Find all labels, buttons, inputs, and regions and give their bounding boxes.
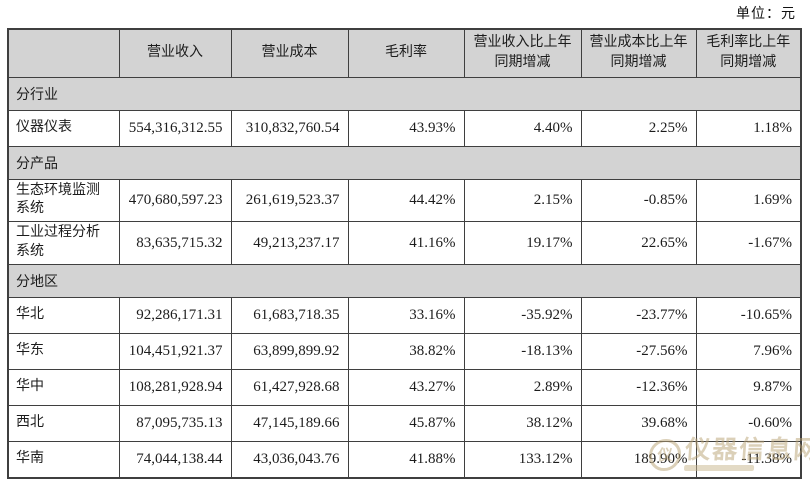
table-row: 华中 108,281,928.94 61,427,928.68 43.27% 2… xyxy=(7,369,802,407)
cell-revenue-yoy: 19.17% xyxy=(463,221,582,266)
cell-cost: 43,036,043.76 xyxy=(230,441,349,479)
cell-revenue-yoy: 38.12% xyxy=(463,405,582,443)
cell-margin: 33.16% xyxy=(347,297,465,335)
table-row: 华南 74,044,138.44 43,036,043.76 41.88% 13… xyxy=(7,441,802,479)
cell-margin-yoy: 1.69% xyxy=(695,178,802,223)
cell-cost-yoy: -12.36% xyxy=(580,369,697,407)
cell-revenue: 74,044,138.44 xyxy=(118,441,232,479)
cell-cost-yoy: 39.68% xyxy=(580,405,697,443)
cell-cost: 261,619,523.37 xyxy=(230,178,349,223)
row-label: 华中 xyxy=(7,369,120,407)
section-row-product: 分产品 xyxy=(7,145,802,180)
row-label: 生态环境监测系统 xyxy=(7,178,120,223)
cell-revenue: 108,281,928.94 xyxy=(118,369,232,407)
cell-cost: 61,427,928.68 xyxy=(230,369,349,407)
cell-revenue-yoy: -18.13% xyxy=(463,333,582,371)
cell-cost: 63,899,899.92 xyxy=(230,333,349,371)
table-row: 华北 92,286,171.31 61,683,718.35 33.16% -3… xyxy=(7,297,802,335)
header-cost: 营业成本 xyxy=(230,28,349,78)
cell-cost: 47,145,189.66 xyxy=(230,405,349,443)
cell-revenue-yoy: 2.15% xyxy=(463,178,582,223)
cell-cost: 61,683,718.35 xyxy=(230,297,349,335)
cell-margin-yoy: -0.60% xyxy=(695,405,802,443)
row-label: 工业过程分析系统 xyxy=(7,221,120,266)
financial-table: 营业收入 营业成本 毛利率 营业收入比上年同期增减 营业成本比上年同期增减 毛利… xyxy=(7,28,802,479)
cell-revenue-yoy: -35.92% xyxy=(463,297,582,335)
table-row: 工业过程分析系统 83,635,715.32 49,213,237.17 41.… xyxy=(7,221,802,266)
cell-cost-yoy: -27.56% xyxy=(580,333,697,371)
header-corner-cell xyxy=(7,28,120,78)
header-margin-yoy: 毛利率比上年同期增减 xyxy=(695,28,802,78)
cell-margin: 43.93% xyxy=(347,109,465,147)
section-label: 分地区 xyxy=(7,264,802,299)
row-label: 仪器仪表 xyxy=(7,109,120,147)
header-margin: 毛利率 xyxy=(347,28,465,78)
cell-cost-yoy: 2.25% xyxy=(580,109,697,147)
cell-cost-yoy: -23.77% xyxy=(580,297,697,335)
cell-margin: 41.88% xyxy=(347,441,465,479)
cell-margin-yoy: 1.18% xyxy=(695,109,802,147)
cell-cost: 49,213,237.17 xyxy=(230,221,349,266)
cell-revenue: 470,680,597.23 xyxy=(118,178,232,223)
cell-revenue: 83,635,715.32 xyxy=(118,221,232,266)
unit-label: 单位：元 xyxy=(736,7,796,22)
cell-revenue: 554,316,312.55 xyxy=(118,109,232,147)
section-row-industry: 分行业 xyxy=(7,76,802,111)
table-row: 西北 87,095,735.13 47,145,189.66 45.87% 38… xyxy=(7,405,802,443)
cell-margin: 41.16% xyxy=(347,221,465,266)
cell-margin: 44.42% xyxy=(347,178,465,223)
cell-revenue-yoy: 133.12% xyxy=(463,441,582,479)
cell-margin-yoy: -11.38% xyxy=(695,441,802,479)
cell-revenue: 87,095,735.13 xyxy=(118,405,232,443)
section-label: 分产品 xyxy=(7,145,802,180)
section-label: 分行业 xyxy=(7,76,802,111)
cell-margin: 45.87% xyxy=(347,405,465,443)
table-row: 仪器仪表 554,316,312.55 310,832,760.54 43.93… xyxy=(7,109,802,147)
cell-margin-yoy: 7.96% xyxy=(695,333,802,371)
table-row: 华东 104,451,921.37 63,899,899.92 38.82% -… xyxy=(7,333,802,371)
header-cost-yoy: 营业成本比上年同期增减 xyxy=(580,28,697,78)
cell-margin: 43.27% xyxy=(347,369,465,407)
cell-revenue: 92,286,171.31 xyxy=(118,297,232,335)
table-header-row: 营业收入 营业成本 毛利率 营业收入比上年同期增减 营业成本比上年同期增减 毛利… xyxy=(7,28,802,78)
cell-revenue-yoy: 4.40% xyxy=(463,109,582,147)
row-label: 华南 xyxy=(7,441,120,479)
table-row: 生态环境监测系统 470,680,597.23 261,619,523.37 4… xyxy=(7,178,802,223)
header-revenue-yoy: 营业收入比上年同期增减 xyxy=(463,28,582,78)
cell-cost-yoy: 189.90% xyxy=(580,441,697,479)
cell-revenue-yoy: 2.89% xyxy=(463,369,582,407)
cell-cost-yoy: 22.65% xyxy=(580,221,697,266)
cell-cost: 310,832,760.54 xyxy=(230,109,349,147)
row-label: 西北 xyxy=(7,405,120,443)
header-revenue: 营业收入 xyxy=(118,28,232,78)
cell-margin: 38.82% xyxy=(347,333,465,371)
cell-margin-yoy: -1.67% xyxy=(695,221,802,266)
row-label: 华北 xyxy=(7,297,120,335)
cell-margin-yoy: 9.87% xyxy=(695,369,802,407)
section-row-region: 分地区 xyxy=(7,264,802,299)
cell-revenue: 104,451,921.37 xyxy=(118,333,232,371)
cell-cost-yoy: -0.85% xyxy=(580,178,697,223)
cell-margin-yoy: -10.65% xyxy=(695,297,802,335)
row-label: 华东 xyxy=(7,333,120,371)
